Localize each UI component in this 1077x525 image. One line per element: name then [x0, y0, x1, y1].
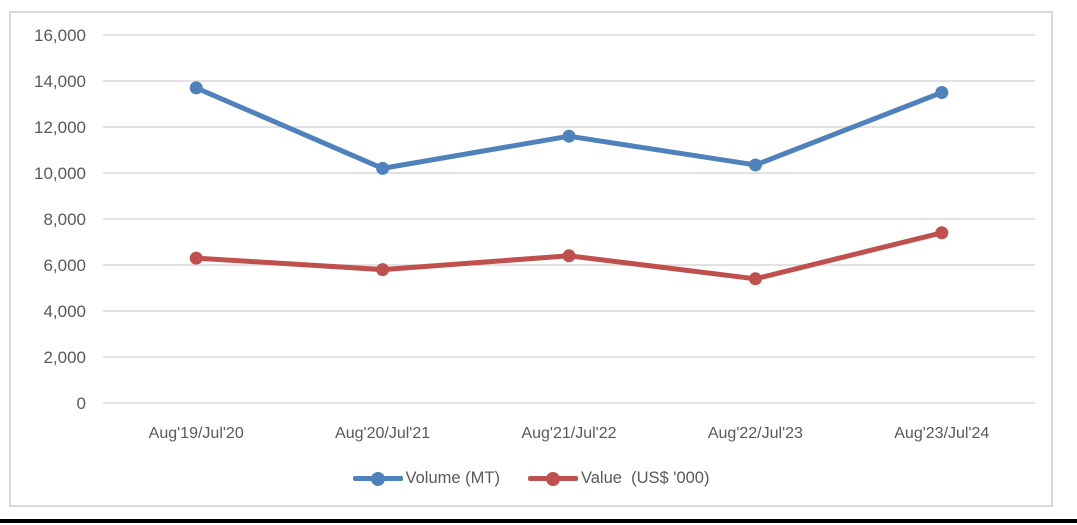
data-point-volume	[189, 81, 203, 95]
data-point-volume	[376, 161, 390, 175]
bottom-rule	[0, 519, 1077, 523]
legend-item-value: Value (US$ '000)	[527, 469, 710, 488]
data-point-value	[935, 226, 949, 240]
y-axis-tick-label: 6,000	[43, 256, 86, 275]
volume-legend-label: Volume (MT)	[405, 469, 500, 487]
y-axis-tick-label: 10,000	[34, 164, 86, 183]
chart-frame: 0 2,000 4,000 6,000 8,000 10,000 12,000 14,000 1…	[9, 11, 1053, 507]
x-axis-tick-label: Aug'19/Jul'20	[149, 425, 244, 442]
volume-legend-dot	[370, 471, 385, 486]
x-axis-tick-label: Aug'20/Jul'21	[335, 425, 430, 442]
data-point-volume	[562, 129, 576, 143]
series-line-volume	[193, 85, 945, 171]
y-axis-tick-label: 16,000	[34, 26, 86, 45]
x-axis-tick-label: Aug'23/Jul'24	[894, 425, 989, 442]
value-legend-label: Value (US$ '000)	[580, 469, 710, 487]
chart-canvas: 0 2,000 4,000 6,000 8,000 10,000 12,000 14,000 1…	[34, 26, 1035, 442]
data-point-volume	[748, 158, 762, 172]
chart-legend: Volume (MT) Value (US$ '000)	[11, 469, 1051, 488]
y-axis-tick-label: 14,000	[34, 72, 86, 91]
y-axis-tick-label: 8,000	[43, 210, 86, 229]
y-axis-tick-label: 0	[77, 394, 86, 413]
y-axis-tick-label: 12,000	[34, 118, 86, 137]
data-point-volume	[935, 86, 949, 99]
value-legend-dot	[545, 471, 560, 486]
data-point-value	[189, 251, 203, 265]
data-point-value	[748, 272, 762, 286]
x-axis-tick-label: Aug'22/Jul'23	[708, 425, 803, 442]
x-axis-tick-label: Aug'21/Jul'22	[521, 425, 616, 442]
volume-legend-line-marker-icon	[352, 471, 403, 486]
y-axis-tick-label: 2,000	[43, 348, 86, 367]
value-legend-line-marker-icon	[527, 471, 578, 486]
data-point-value	[376, 263, 390, 277]
data-point-value	[562, 249, 576, 263]
y-axis-tick-label: 4,000	[43, 302, 86, 321]
legend-item-volume: Volume (MT)	[352, 469, 500, 488]
